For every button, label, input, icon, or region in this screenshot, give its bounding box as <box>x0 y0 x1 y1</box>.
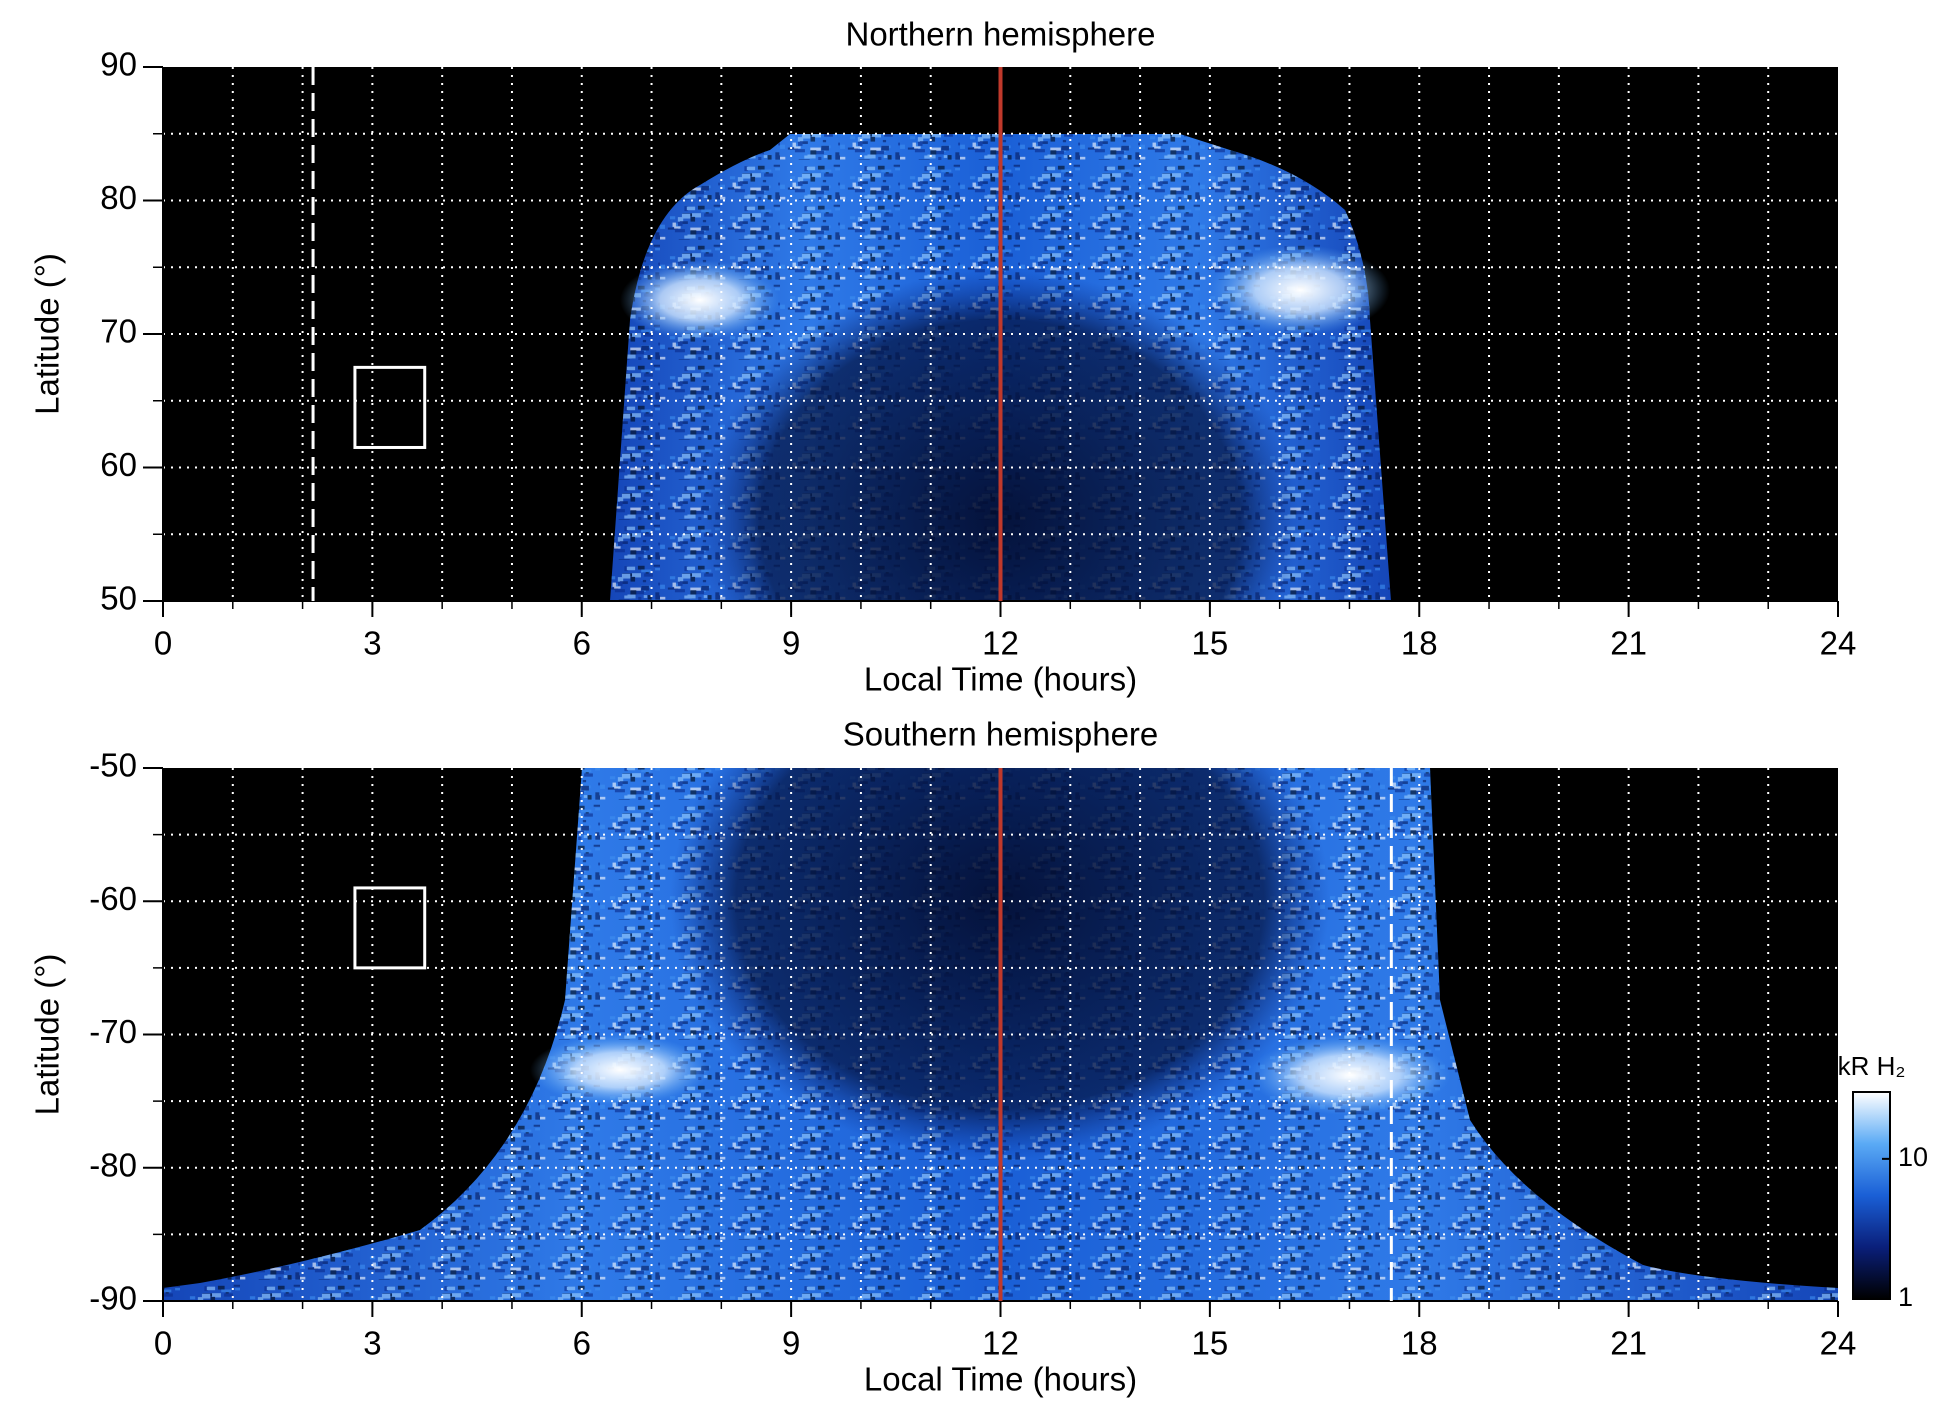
x-tick-label: 12 <box>982 625 1019 662</box>
y-tick-label: 80 <box>100 179 137 216</box>
y-tick-label: 60 <box>100 446 137 483</box>
x-tick-label: 9 <box>782 625 800 662</box>
x-axis-label: Local Time (hours) <box>864 1361 1137 1398</box>
y-tick-label: -50 <box>89 747 137 784</box>
y-tick-label: -90 <box>89 1280 137 1317</box>
x-tick-label: 6 <box>573 625 591 662</box>
colorbar <box>1852 1091 1891 1300</box>
x-tick-label: 24 <box>1820 625 1857 662</box>
x-tick-label: 18 <box>1401 1325 1438 1362</box>
x-tick-label: 24 <box>1820 1325 1857 1362</box>
colorbar-label: kR H₂ <box>1838 1051 1906 1081</box>
y-tick-label: -80 <box>89 1146 137 1183</box>
x-tick-label: 21 <box>1610 1325 1647 1362</box>
x-tick-label: 6 <box>573 1325 591 1362</box>
x-tick-label: 18 <box>1401 625 1438 662</box>
x-axis-label: Local Time (hours) <box>864 661 1137 698</box>
x-tick-label: 15 <box>1192 1325 1229 1362</box>
box <box>353 886 427 970</box>
x-tick-label: 0 <box>154 1325 172 1362</box>
y-axis-label: Latitude (°) <box>29 954 66 1116</box>
colorbar-tick-label: 10 <box>1898 1142 1928 1172</box>
x-tick-label: 3 <box>363 1325 381 1362</box>
x-tick-label: 3 <box>363 625 381 662</box>
y-tick-label: -60 <box>89 880 137 917</box>
chart-title: Northern hemisphere <box>846 16 1156 53</box>
chart-title: Southern hemisphere <box>843 716 1159 753</box>
y-axis-label: Latitude (°) <box>29 253 66 415</box>
x-tick-label: 0 <box>154 625 172 662</box>
x-tick-label: 9 <box>782 1325 800 1362</box>
y-tick-label: 90 <box>100 46 137 83</box>
y-tick-label: 70 <box>100 313 137 350</box>
colorbar-tick-label: 1 <box>1898 1282 1913 1312</box>
y-tick-label: -70 <box>89 1013 137 1050</box>
x-tick-label: 21 <box>1610 625 1647 662</box>
box <box>353 365 427 449</box>
y-tick-label: 50 <box>100 580 137 617</box>
x-tick-label: 15 <box>1192 625 1229 662</box>
x-tick-label: 12 <box>982 1325 1019 1362</box>
